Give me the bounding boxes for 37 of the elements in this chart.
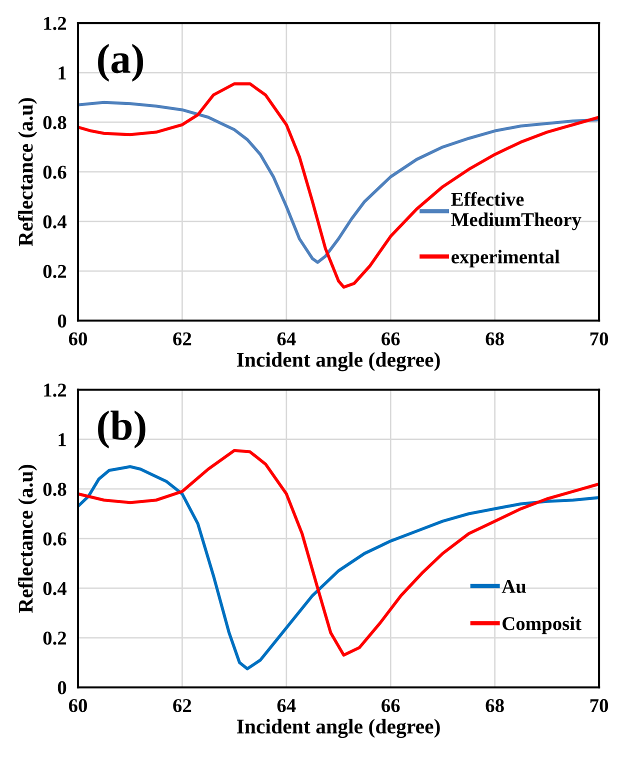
- y-tick-label: 0.4: [43, 215, 67, 228]
- x-tick-label: 60: [68, 332, 87, 346]
- legend-label: experimental: [452, 250, 560, 268]
- x-tick-label: 62: [173, 699, 192, 712]
- x-axis-title: Incident angle (degree): [236, 352, 440, 372]
- x-tick-label: 66: [382, 332, 400, 346]
- y-axis-title: Reflectance (a.u): [18, 464, 38, 613]
- x-tick-label: 68: [486, 332, 504, 346]
- y-tick-label: 0: [58, 681, 66, 694]
- y-tick-label: 1.2: [44, 16, 66, 30]
- annotation: (a): [98, 44, 143, 82]
- line-series: [78, 82, 600, 289]
- y-tick-label: 1.2: [44, 384, 66, 397]
- x-tick-label: 64: [277, 699, 296, 712]
- y-tick-label: 0.4: [43, 582, 67, 596]
- y-tick-label: 0: [58, 314, 66, 328]
- y-tick-label: 0.2: [43, 264, 66, 278]
- y-tick-label: 1: [58, 433, 66, 446]
- legend-label: Effective MediumTheory: [451, 192, 582, 230]
- x-tick-label: 68: [486, 699, 504, 712]
- y-axis-title: Reflectance (a.u): [18, 98, 38, 246]
- y-tick-label: 0.6: [43, 532, 66, 546]
- x-tick-label: 70: [590, 699, 608, 712]
- y-tick-label: 0.2: [43, 632, 66, 645]
- x-tick-label: 70: [590, 332, 608, 346]
- legend-label: Composit: [502, 616, 582, 634]
- y-tick-label: 0.6: [43, 166, 66, 179]
- x-tick-label: 64: [277, 332, 296, 346]
- y-tick-label: 0.8: [43, 482, 66, 496]
- x-axis-title: Incident angle (degree): [236, 718, 440, 738]
- y-tick-label: 1: [58, 66, 66, 80]
- legend-label: Au: [502, 580, 526, 594]
- annotation: (b): [98, 410, 146, 448]
- x-tick-label: 66: [382, 699, 400, 712]
- x-tick-label: 60: [68, 699, 87, 712]
- y-tick-label: 0.8: [43, 116, 66, 130]
- x-tick-label: 62: [173, 332, 192, 346]
